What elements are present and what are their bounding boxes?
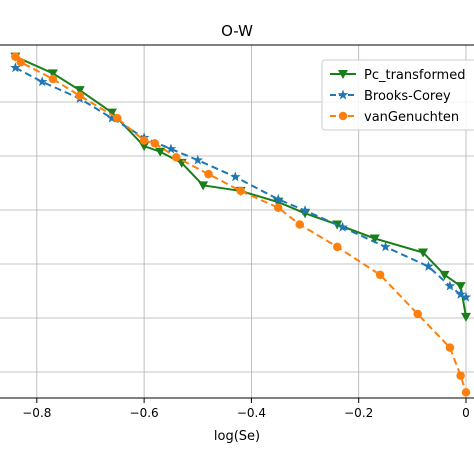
data-point xyxy=(445,343,455,352)
data-point xyxy=(16,57,25,67)
data-point xyxy=(460,291,472,302)
legend-item: Pc_transformed xyxy=(330,68,465,83)
data-point xyxy=(48,74,58,84)
x-axis-label: log(Se) xyxy=(214,429,260,444)
data-point xyxy=(236,186,245,196)
data-point xyxy=(10,62,21,73)
data-point xyxy=(380,241,391,252)
legend: Pc_transformed Brooks-Corey vanGenuchten xyxy=(321,59,474,131)
data-point xyxy=(165,143,177,154)
series-line xyxy=(14,55,467,393)
legend-label: Brooks-Corey xyxy=(364,89,451,104)
data-point xyxy=(172,153,181,162)
legend-item: vanGenuchten xyxy=(330,110,459,125)
data-point xyxy=(75,91,84,101)
data-point xyxy=(74,86,85,96)
data-point xyxy=(461,388,471,397)
legend-label: vanGenuchten xyxy=(364,110,459,125)
data-point xyxy=(423,260,434,271)
data-point xyxy=(273,193,284,204)
grid xyxy=(0,45,474,398)
data-point xyxy=(273,203,283,212)
data-point xyxy=(113,113,122,123)
x-tick-label: 0 xyxy=(462,406,470,420)
data-point xyxy=(47,69,58,79)
data-point xyxy=(192,154,203,165)
data-point xyxy=(413,309,422,319)
data-point xyxy=(300,209,311,219)
data-point xyxy=(36,76,48,87)
data-point xyxy=(198,181,209,191)
x-tick-label: −0.4 xyxy=(237,406,266,420)
data-point xyxy=(150,139,160,148)
x-tick-label: −0.2 xyxy=(344,406,373,420)
data-point xyxy=(106,112,118,123)
x-ticks: −0.8 −0.6 −0.4 −0.2 0 xyxy=(22,398,470,420)
x-tick-label: −0.6 xyxy=(130,406,159,420)
plot-frame xyxy=(0,44,474,399)
series-3 xyxy=(11,52,471,397)
data-point xyxy=(338,70,348,79)
data-point xyxy=(455,282,466,292)
series-2 xyxy=(10,62,472,302)
data-point xyxy=(418,248,429,258)
legend-box xyxy=(321,59,474,131)
data-point xyxy=(332,242,342,252)
data-point xyxy=(455,288,466,299)
data-point xyxy=(375,270,385,280)
data-point xyxy=(369,234,380,244)
data-point xyxy=(204,169,213,179)
data-point xyxy=(139,142,150,152)
data-point xyxy=(337,89,349,100)
data-point xyxy=(139,136,149,145)
legend-label: Pc_transformed xyxy=(364,68,465,83)
data-point xyxy=(338,111,348,121)
x-tick-label: −0.8 xyxy=(22,406,51,420)
chart-title: O-W xyxy=(221,22,253,40)
data-point xyxy=(11,52,20,61)
series-line xyxy=(14,66,467,299)
data-point xyxy=(439,270,450,280)
series-layer xyxy=(10,52,472,397)
data-point xyxy=(461,312,471,322)
data-point xyxy=(295,220,304,229)
data-point xyxy=(299,205,311,215)
data-point xyxy=(230,171,241,182)
legend-item: Brooks-Corey xyxy=(330,89,451,104)
data-point xyxy=(456,371,465,380)
data-point xyxy=(337,221,348,232)
data-point xyxy=(444,280,456,291)
data-point xyxy=(155,147,166,157)
